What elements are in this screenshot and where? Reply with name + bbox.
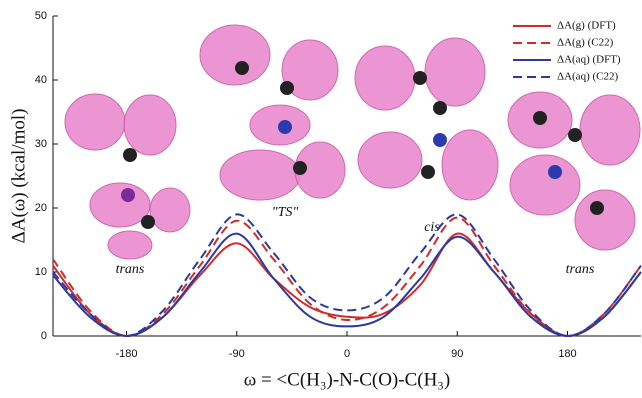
- x-axis-label: ω = <C(H₃)-N-C(O)-C(H₃): [244, 369, 451, 390]
- molecule-illustrations: [65, 25, 640, 259]
- y-tick-label: 20: [35, 202, 47, 214]
- annotation: "TS": [272, 205, 299, 220]
- y-tick-label: 40: [35, 74, 47, 86]
- x-tick-label: -90: [229, 348, 245, 360]
- annotation: trans: [116, 262, 145, 277]
- y-tick-label: 0: [41, 330, 47, 342]
- y-tick-label: 50: [35, 10, 47, 22]
- chart: trans "TS" cis trans ΔA(ω) (kcal/mol) ω …: [0, 0, 642, 393]
- y-axis-label: ΔA(ω) (kcal/mol): [8, 109, 29, 244]
- y-tick-label: 10: [35, 266, 47, 278]
- molecule-trans-left: [65, 94, 190, 259]
- legend-label: ΔA(aq) (DFT): [557, 54, 621, 66]
- y-tick-label: 30: [35, 138, 47, 150]
- molecule-ts: [200, 25, 345, 200]
- legend-label: ΔA(g) (C22): [557, 37, 614, 49]
- x-tick-label: 180: [558, 348, 576, 360]
- x-tick-label: -180: [115, 348, 137, 360]
- legend-label: ΔA(aq) (C22): [557, 71, 618, 83]
- molecule-trans-right: [508, 92, 640, 250]
- x-tick-label: 0: [344, 348, 350, 360]
- x-tick-label: 90: [451, 348, 463, 360]
- molecule-cis: [355, 38, 498, 200]
- annotation: trans: [566, 262, 595, 277]
- legend-label: ΔA(g) (DFT): [557, 20, 616, 32]
